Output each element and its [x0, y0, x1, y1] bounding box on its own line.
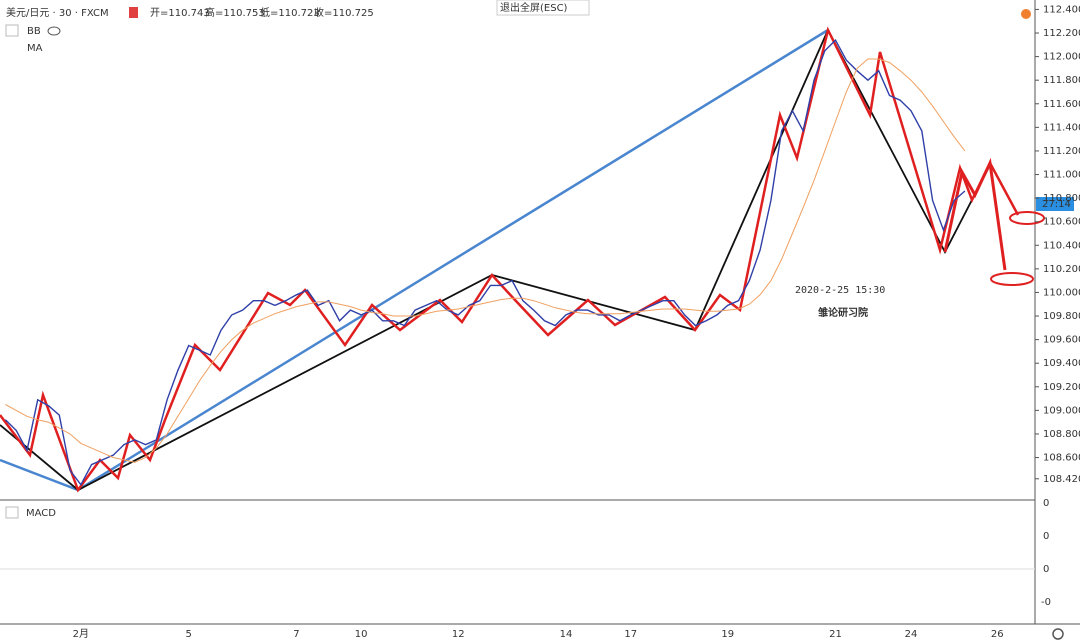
visibility-icon[interactable] [47, 26, 61, 36]
y-tick-label: 109.400 [1043, 358, 1080, 369]
watermark: 雏论研习院 [818, 306, 868, 319]
y-tick-label: 110.800 [1043, 193, 1080, 204]
macd-axis-label: 0 [1043, 531, 1049, 542]
ohlc-high: 高=110.753 [205, 6, 265, 19]
target-ellipse [990, 272, 1034, 286]
target-ellipse [1009, 211, 1045, 225]
y-tick-label: 111.400 [1043, 122, 1080, 133]
x-tick-label: 26 [991, 629, 1004, 640]
price-badge [1036, 197, 1074, 211]
x-tick-label: 14 [560, 629, 573, 640]
macd-axis-label: 0 [1043, 564, 1049, 575]
ohlc-close: 收=110.725 [314, 6, 374, 19]
y-tick-label: 109.200 [1043, 382, 1080, 393]
x-tick-label: 10 [355, 629, 368, 640]
wave-drawing [0, 26, 1020, 493]
y-tick-label: 109.800 [1043, 311, 1080, 322]
ohlc-open: 开=110.743 [150, 8, 210, 19]
y-tick-label: 112.000 [1043, 52, 1080, 63]
timestamp: 2020-2-25 15:30 [795, 285, 885, 296]
settings-icon[interactable] [1052, 628, 1064, 640]
indicator-ma[interactable]: MA [27, 43, 43, 54]
collapse-button[interactable] [5, 24, 19, 37]
x-tick-label: 7 [293, 629, 299, 640]
macd-axis-label: -0 [1041, 597, 1051, 608]
y-tick-label: 111.800 [1043, 75, 1080, 86]
y-tick-label: 108.600 [1043, 453, 1080, 464]
ohlc-low: 低=110.723 [260, 6, 320, 19]
x-tick-label: 12 [452, 629, 465, 640]
exit-fullscreen-button[interactable] [496, 0, 590, 16]
x-tick-label: 17 [624, 629, 637, 640]
countdown: 27:14 [1042, 199, 1071, 210]
y-tick-label: 109.600 [1043, 335, 1080, 346]
alert-icon[interactable] [1021, 9, 1031, 19]
price-line [4, 38, 966, 486]
y-tick-label: 110.400 [1043, 240, 1080, 251]
y-tick-label: 111.600 [1043, 99, 1080, 110]
y-tick-label: 111.200 [1043, 146, 1080, 157]
indicator-bb[interactable]: BB [27, 26, 41, 37]
macd-axis-label: 0 [1043, 498, 1049, 509]
y-tick-label: 110.200 [1043, 264, 1080, 275]
x-tick-label: 24 [905, 629, 918, 640]
x-tick-label: 21 [829, 629, 842, 640]
y-tick-label: 110.000 [1043, 287, 1080, 298]
y-tick-label: 111.000 [1043, 170, 1080, 181]
x-tick-label: 2月 [73, 628, 89, 640]
y-tick-label: 112.400 [1043, 4, 1080, 15]
y-tick-label: 110.600 [1043, 217, 1080, 228]
x-tick-label: 5 [185, 629, 191, 640]
y-tick-label: 108.420 [1043, 474, 1080, 485]
y-tick-label: 112.200 [1043, 28, 1080, 39]
exit-fullscreen-label[interactable]: 退出全屏(ESC) [500, 1, 568, 14]
symbol[interactable]: 美元/日元 · 30 · FXCM [6, 6, 109, 19]
y-tick-label: 108.800 [1043, 429, 1080, 440]
collapse-button[interactable] [5, 506, 19, 519]
x-tick-label: 19 [721, 629, 734, 640]
macd-title[interactable]: MACD [26, 508, 56, 519]
flag-icon[interactable] [129, 7, 138, 18]
price-line [5, 58, 966, 463]
y-tick-label: 109.000 [1043, 405, 1080, 416]
